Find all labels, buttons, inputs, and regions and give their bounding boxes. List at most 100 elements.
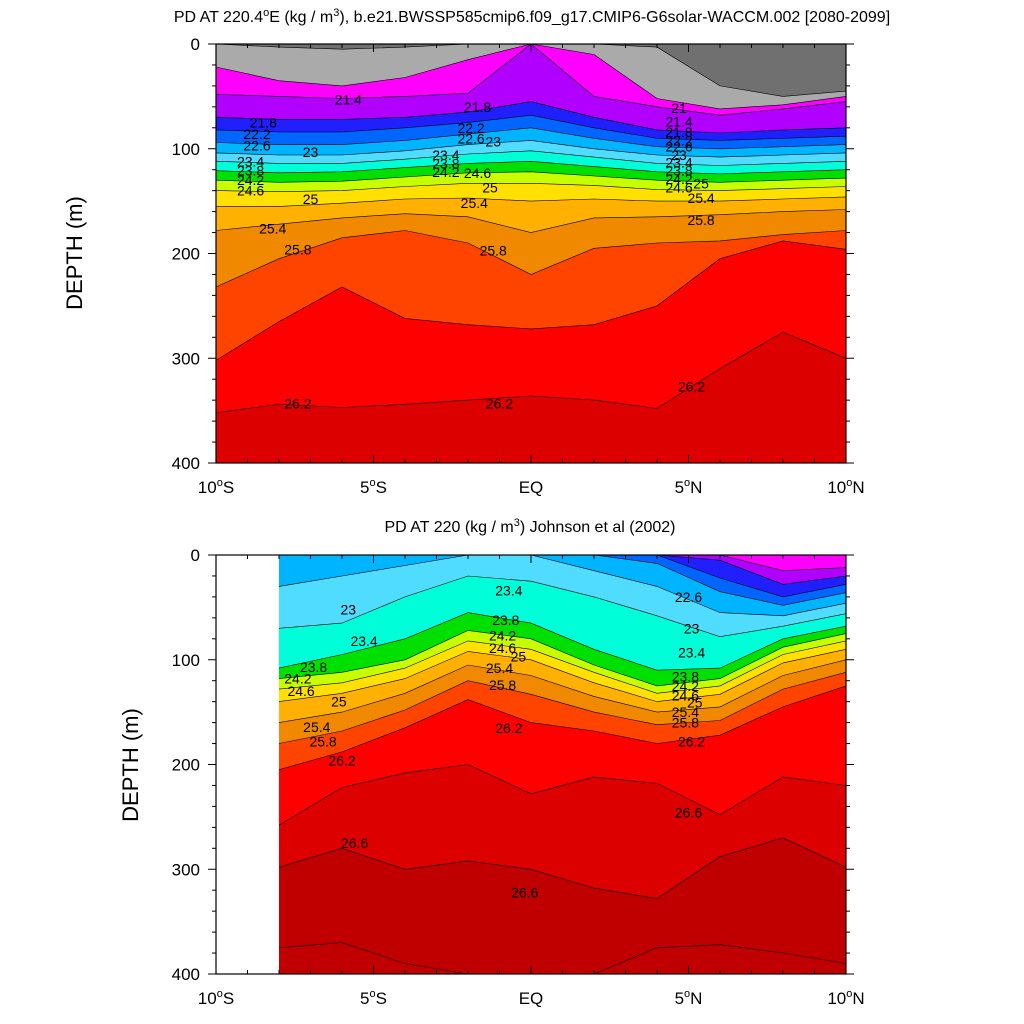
contour-label: 25 bbox=[687, 695, 703, 711]
isopycnal-line bbox=[278, 640, 846, 694]
contour-label: 25 bbox=[511, 649, 527, 665]
contour-label: 23.4 bbox=[495, 583, 522, 599]
contour-label: 23 bbox=[684, 620, 700, 636]
isopycnal-line bbox=[278, 764, 846, 826]
isopycnal-line bbox=[278, 649, 846, 702]
contour-label: 25.4 bbox=[672, 704, 699, 720]
density-band bbox=[216, 230, 846, 361]
contour-label: 24.6 bbox=[464, 165, 491, 181]
y-tick-label: 400 bbox=[172, 454, 200, 473]
contour-label: 23.4 bbox=[432, 147, 459, 163]
density-band bbox=[216, 150, 846, 174]
isopycnal-line bbox=[278, 659, 846, 723]
contour-label: 23.4 bbox=[237, 153, 264, 169]
density-band bbox=[279, 837, 846, 974]
isopycnal-line bbox=[278, 575, 846, 638]
isopycnal-line bbox=[278, 837, 846, 899]
x-tick-label: 5oN bbox=[675, 477, 703, 497]
contour-label: 23 bbox=[303, 144, 319, 160]
contour-label: 26.2 bbox=[284, 395, 311, 411]
contour-label: 22.6 bbox=[665, 139, 692, 155]
contour-label: 23.8 bbox=[492, 612, 519, 628]
isopycnal-line bbox=[216, 140, 846, 158]
density-band bbox=[279, 672, 846, 770]
density-band bbox=[216, 183, 846, 207]
plot1-contour-panel: 21.421.822.222.6 2323.423.824.224.62525.4… bbox=[172, 35, 865, 497]
isopycnal-line bbox=[216, 196, 846, 207]
x-tick-label: EQ bbox=[519, 478, 544, 497]
x-tick-label: 10oS bbox=[198, 988, 234, 1008]
plot1-y-axis-title: DEPTH (m) bbox=[62, 196, 87, 310]
density-band bbox=[216, 44, 846, 97]
density-band bbox=[279, 555, 846, 571]
density-band bbox=[279, 555, 846, 616]
contour-label: 25.8 bbox=[480, 242, 507, 258]
isopycnal-line bbox=[216, 209, 846, 233]
contour-label: 24.2 bbox=[432, 164, 459, 180]
contour-label: 26.2 bbox=[495, 720, 522, 736]
y-tick-label: 400 bbox=[172, 965, 200, 984]
contour-label: 23 bbox=[485, 133, 501, 149]
contour-label: 22.2 bbox=[665, 132, 692, 148]
isopycnal-line bbox=[216, 331, 846, 413]
contour-label: 25.8 bbox=[672, 715, 699, 731]
density-band bbox=[216, 101, 846, 141]
contour-label: 22.6 bbox=[243, 138, 270, 154]
plot2-contour-panel: 2323.423.824.224.62525.425.826.226.623.4… bbox=[172, 546, 865, 1008]
y-tick-label: 100 bbox=[172, 140, 200, 159]
contour-label: 22.6 bbox=[675, 589, 702, 605]
density-band bbox=[216, 209, 846, 287]
contour-label: 24.6 bbox=[665, 180, 692, 196]
density-band bbox=[279, 659, 846, 744]
density-band bbox=[216, 127, 846, 158]
isopycnal-line bbox=[278, 612, 846, 671]
contour-label: 25.4 bbox=[461, 195, 488, 211]
plot2-title: PD AT 220 (kg / m3) Johnson et al (2002) bbox=[384, 517, 675, 536]
contour-label: 25.4 bbox=[303, 719, 330, 735]
contour-label: 26.2 bbox=[328, 752, 355, 768]
density-band bbox=[279, 764, 846, 899]
y-tick-label: 100 bbox=[172, 651, 200, 670]
isopycnal-line bbox=[216, 44, 846, 110]
contour-label: 24.2 bbox=[284, 671, 311, 687]
density-band bbox=[279, 555, 846, 585]
contour-label: 23.4 bbox=[678, 644, 705, 660]
isopycnal-line bbox=[216, 150, 846, 166]
contour-label: 24.6 bbox=[672, 687, 699, 703]
contour-label: 24.6 bbox=[287, 683, 314, 699]
contour-label: 25 bbox=[693, 175, 709, 191]
contour-label: 22.6 bbox=[457, 130, 484, 146]
contour-label: 25 bbox=[303, 191, 319, 207]
contour-label: 21.8 bbox=[464, 99, 491, 115]
isopycnal-line bbox=[279, 555, 846, 585]
isopycnal-line bbox=[278, 555, 846, 617]
density-band bbox=[279, 555, 846, 637]
density-band bbox=[216, 171, 846, 192]
contour-label: 23.8 bbox=[672, 669, 699, 685]
contour-label: 21.8 bbox=[665, 124, 692, 140]
contour-label: 26.2 bbox=[486, 395, 513, 411]
contour-label: 25.8 bbox=[489, 677, 516, 693]
x-tick-label: EQ bbox=[519, 989, 544, 1008]
x-tick-label: 10oN bbox=[827, 988, 864, 1008]
contour-label: 26.6 bbox=[341, 835, 368, 851]
contour-label: 22.2 bbox=[457, 120, 484, 136]
isopycnal-line bbox=[279, 555, 846, 598]
contour-label: 23.8 bbox=[665, 163, 692, 179]
density-band bbox=[216, 115, 846, 149]
contour-label: 25.8 bbox=[309, 734, 336, 750]
density-band bbox=[279, 612, 846, 686]
contour-label: 21 bbox=[671, 100, 687, 116]
contour-label: 21.4 bbox=[335, 92, 362, 108]
contour-label: 23.8 bbox=[432, 155, 459, 171]
density-band bbox=[279, 576, 846, 671]
isopycnal-line bbox=[216, 44, 846, 116]
contour-label: 24.6 bbox=[489, 640, 516, 656]
contour-label: 23 bbox=[671, 147, 687, 163]
isopycnal-line bbox=[216, 230, 846, 288]
isopycnal-line bbox=[279, 555, 846, 606]
density-band bbox=[216, 240, 846, 413]
contour-label: 26.6 bbox=[675, 805, 702, 821]
contour-label: 25.8 bbox=[284, 241, 311, 257]
